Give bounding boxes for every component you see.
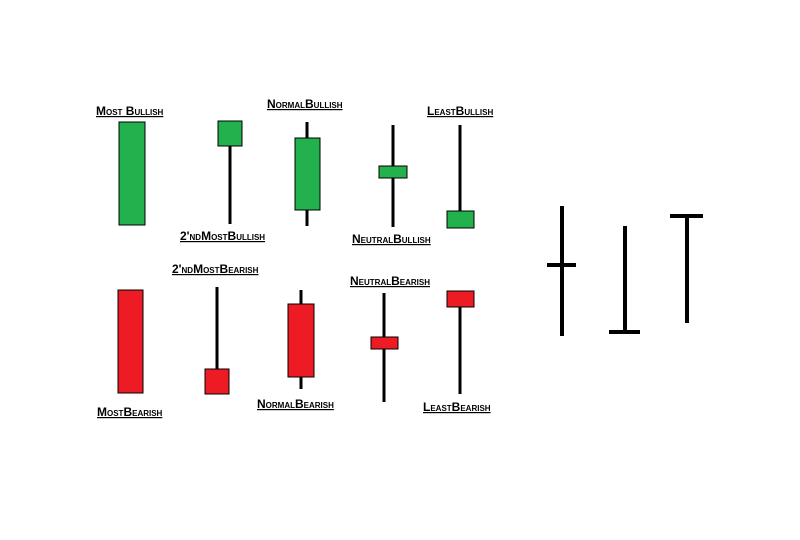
- candle-2nd-most-bullish: [217, 120, 243, 224]
- candle-body: [217, 120, 243, 147]
- doji-bottom-tick: [609, 226, 640, 334]
- candle-most-bullish: [118, 121, 146, 226]
- candle-body: [378, 165, 408, 179]
- doji-middle-tick: [547, 206, 576, 336]
- candle-body: [446, 210, 475, 229]
- doji-top-tick: [670, 214, 703, 323]
- label-most-bullish: Most Bullish: [96, 104, 164, 118]
- candle-neutral-bullish: [378, 125, 408, 227]
- label-neutral-bearish: NeutralBearish: [350, 274, 430, 288]
- label-2nd-most-bearish: 2'ndMostBearish: [172, 262, 259, 276]
- candle-body: [287, 303, 315, 378]
- candle-least-bearish: [446, 290, 475, 394]
- candle-body: [204, 368, 230, 395]
- candle-body: [370, 336, 399, 350]
- label-normal-bullish: NormalBullish: [267, 97, 343, 111]
- label-neutral-bullish: NeutralBullish: [352, 232, 431, 246]
- candle-body: [446, 290, 475, 308]
- label-least-bullish: LeastBullish: [427, 104, 493, 118]
- label-most-bearish: MostBearish: [97, 405, 163, 419]
- label-normal-bearish: NormalBearish: [257, 397, 334, 411]
- candle-least-bullish: [446, 125, 475, 229]
- candle-normal-bullish: [294, 122, 321, 226]
- candle-neutral-bearish: [370, 293, 399, 402]
- candle-2nd-most-bearish: [204, 287, 230, 395]
- candle-body: [294, 137, 321, 211]
- candle-most-bearish: [117, 289, 144, 394]
- candle-normal-bearish: [287, 290, 315, 389]
- candle-body: [118, 121, 146, 226]
- label-2nd-most-bullish: 2'ndMostBullish: [180, 229, 265, 243]
- candle-body: [117, 289, 144, 394]
- label-least-bearish: LeastBearish: [423, 400, 491, 414]
